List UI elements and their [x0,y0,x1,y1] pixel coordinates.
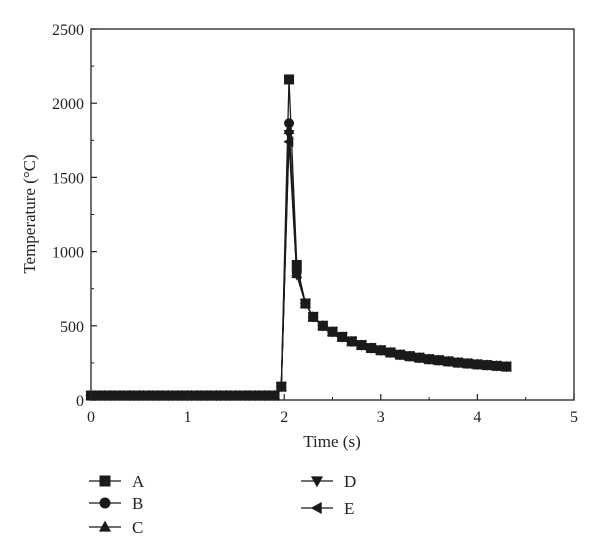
x-tick-label: 1 [184,409,192,426]
data-point [327,326,338,337]
data-point [482,360,493,371]
data-point [269,390,280,401]
legend-item-e: E [301,499,354,518]
data-point [300,298,311,309]
legend-label: A [132,472,145,491]
data-point [211,390,222,401]
data-point [356,340,367,351]
legend-item-d: D [301,472,356,491]
series-layer [85,74,512,402]
data-point [414,352,425,363]
y-tick-label: 2500 [52,22,84,39]
data-point [114,390,125,401]
x-tick-label: 2 [280,409,288,426]
data-point [105,390,116,401]
data-point [134,390,145,401]
data-point [472,359,483,370]
data-point [250,390,261,401]
y-tick-label: 1500 [52,170,84,187]
data-point [366,343,377,354]
data-point [317,320,328,331]
x-tick-label: 5 [570,409,578,426]
y-tick-label: 500 [60,319,84,336]
legend-marker [99,497,111,509]
legend-item-b: B [89,494,143,513]
data-point [453,357,464,368]
data-point [433,355,444,366]
legend-marker [98,520,112,532]
x-axis-label: Time (s) [303,432,360,451]
data-point [284,118,295,129]
data-point [124,390,135,401]
data-point [276,381,287,392]
data-point [230,390,241,401]
data-point [501,361,512,372]
legend-marker [310,476,324,488]
data-point [308,311,319,322]
data-point [172,390,183,401]
series-line-b [91,123,507,397]
legend-marker [310,501,322,515]
data-point [95,390,106,401]
data-point [192,390,203,401]
data-point [337,331,348,342]
data-point [163,390,174,401]
legend-item-a: A [89,472,145,491]
series-line-a [91,79,507,397]
y-axis-label: Temperature (°C) [20,154,39,273]
legend-label: C [132,518,143,537]
data-point [404,351,415,362]
legend: ABC DE [89,472,356,537]
legend-item-c: C [89,518,143,537]
data-point [385,347,396,358]
data-point [395,349,406,360]
data-point [443,356,454,367]
legend-label: D [344,472,356,491]
data-point [259,390,270,401]
data-point [240,390,251,401]
y-tick-label: 0 [76,393,84,410]
data-point [424,354,435,365]
data-point [143,390,154,401]
data-point [491,360,502,371]
data-point [462,358,473,369]
legend-label: E [344,499,354,518]
x-tick-label: 3 [377,409,385,426]
data-point [284,74,295,85]
x-tick-label: 0 [87,409,95,426]
data-point [375,345,386,356]
series-a [86,74,512,401]
data-point [291,259,302,270]
data-point [221,390,232,401]
legend-label: B [132,494,143,513]
plot-frame [90,28,575,401]
x-tick-label: 4 [473,409,481,426]
data-point [153,390,164,401]
y-tick-label: 1000 [52,245,84,262]
data-point [346,336,357,347]
y-tick-label: 2000 [52,96,84,113]
axis-ticks: 0 1 2 3 4 5 0 500 1000 1500 2000 2500 [52,22,578,426]
legend-marker [99,475,111,487]
data-point [201,390,212,401]
